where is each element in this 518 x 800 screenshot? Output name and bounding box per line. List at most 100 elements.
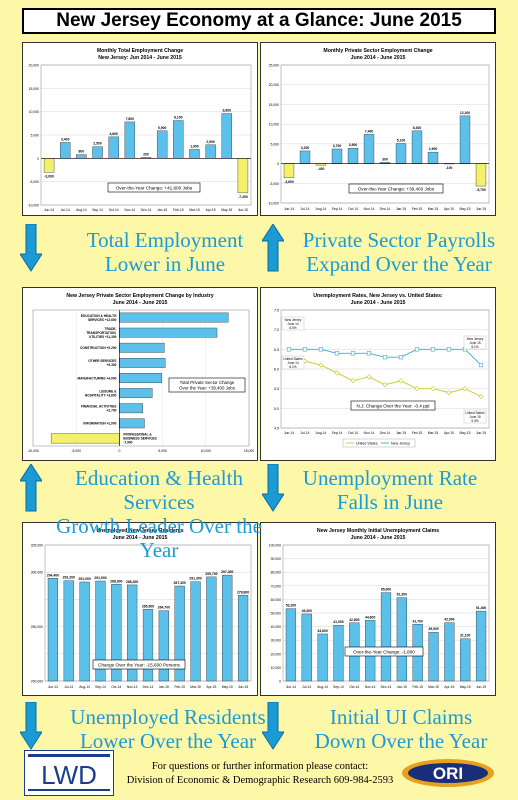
point-label-box — [281, 355, 305, 370]
x-tick-label: Aug-14 — [316, 207, 327, 211]
y-tick-label: 5,000 — [271, 142, 280, 146]
x-tick-label: -5,000 — [71, 449, 81, 453]
caption-line: Down Over the Year — [314, 729, 488, 753]
y-tick-label: 20,000 — [271, 652, 281, 656]
data-label: 3,200 — [301, 146, 310, 150]
plot-area — [280, 309, 490, 429]
point-label-box — [463, 335, 487, 350]
y-tick-label: 15,000 — [29, 87, 39, 91]
data-point — [334, 351, 340, 356]
data-point — [350, 351, 356, 356]
x-tick-label: Feb-15 — [412, 207, 423, 211]
bar — [363, 134, 375, 164]
data-point — [382, 382, 388, 388]
data-point — [398, 355, 404, 360]
x-tick-label: Jan-15 — [157, 208, 167, 212]
y-tick-label: 325,000 — [31, 544, 43, 548]
x-tick-label: Dec-14 — [141, 208, 152, 212]
ori-logo: ORI — [400, 752, 496, 794]
data-label: 44,600 — [365, 615, 375, 619]
x-tick-label: Mar-15 — [428, 685, 439, 689]
bar — [47, 578, 59, 682]
y-tick-label: 7.5 — [274, 309, 279, 313]
category-label: INFORMATION +2,900 — [83, 422, 116, 426]
bar — [158, 610, 169, 682]
bar — [459, 115, 471, 164]
bar — [174, 585, 185, 682]
bar — [119, 342, 165, 353]
bar — [76, 154, 87, 159]
bar — [108, 136, 119, 159]
chart-title: Monthly Total Employment Change — [97, 48, 183, 54]
caption-initial-claims: Initial UI Claims Down Over the Year — [296, 705, 506, 753]
x-tick-label: -10,000 — [27, 449, 39, 453]
x-tick-label: Sep-14 — [92, 208, 103, 212]
annotation-box — [350, 400, 436, 411]
bar — [317, 633, 328, 682]
category-label: OTHER SERVICES +5,300 — [88, 359, 116, 367]
data-point — [318, 347, 324, 352]
y-tick-label: 250,000 — [31, 625, 43, 629]
data-label: 3,400 — [61, 137, 70, 141]
point-label: 6.1% — [289, 365, 296, 369]
annotation-box — [92, 659, 186, 670]
category-label: MANUFACTURING +4,900 — [78, 376, 117, 380]
x-tick-label: Jun-15 — [238, 685, 248, 689]
y-tick-label: 20,000 — [29, 64, 39, 68]
bar — [301, 613, 312, 682]
data-label: 295,700 — [205, 572, 217, 576]
bar — [173, 120, 184, 159]
bar — [124, 121, 136, 159]
bar — [396, 597, 407, 682]
x-tick-label: Feb-15 — [173, 208, 184, 212]
data-label: 294,400 — [47, 573, 59, 577]
data-label: 51,400 — [476, 606, 486, 610]
chart-panel-industry: New Jersey Private Sector Employment Cha… — [22, 287, 258, 461]
x-tick-label: Aug-14 — [316, 431, 327, 435]
y-tick-label: 0 — [37, 157, 39, 161]
y-tick-label: 6.5 — [274, 348, 279, 352]
chart-subtitle: New Jersey: Jun 2014 - June 2015 — [98, 55, 182, 61]
x-tick-label: Jun-14 — [284, 431, 294, 435]
chart-subtitle: June 2014 - June 2015 — [113, 300, 168, 306]
data-label: 12,100 — [460, 111, 470, 115]
caption-line: Total Employment — [86, 228, 244, 252]
bar — [299, 150, 311, 164]
y-tick-label: 25,000 — [269, 64, 279, 68]
plot-area — [40, 64, 252, 206]
annotation: Change Over the Year: -15,600 Persons — [98, 662, 180, 667]
chart-title: Unemployment Rates, New Jersey vs. Unite… — [313, 293, 443, 299]
lwd-logo: LWD — [24, 750, 114, 796]
bar — [237, 158, 249, 194]
x-tick-label: Jan-15 — [397, 685, 407, 689]
series-line — [288, 360, 482, 397]
arrow-up-icon — [262, 224, 284, 272]
x-tick-label: Jun-14 — [286, 685, 296, 689]
bar — [237, 595, 249, 682]
data-label: 42,800 — [349, 618, 359, 622]
x-tick-label: May-15 — [460, 685, 471, 689]
x-tick-label: Jul-14 — [61, 208, 70, 212]
bar — [79, 581, 90, 682]
x-tick-label: Jun-15 — [476, 685, 486, 689]
point-label: United States — [465, 411, 485, 415]
bar — [221, 113, 232, 159]
y-tick-label: 300,000 — [31, 571, 43, 575]
data-point — [430, 386, 436, 392]
data-label: 2,900 — [206, 140, 215, 144]
y-tick-label: 80,000 — [271, 571, 281, 575]
x-tick-label: Feb-15 — [174, 685, 185, 689]
point-label: 6.1% — [471, 345, 478, 349]
x-tick-label: Dec-14 — [381, 685, 392, 689]
y-tick-label: 70,000 — [271, 584, 281, 588]
x-tick-label: Jun-15 — [476, 207, 486, 211]
caption-private-payrolls: Private Sector Payrolls Expand Over the … — [290, 228, 508, 276]
x-tick-label: Feb-15 — [412, 685, 423, 689]
y-tick-label: 90,000 — [271, 557, 281, 561]
caption-line: Lower Over the Year — [79, 729, 257, 753]
bar — [283, 163, 295, 178]
y-tick-label: 10,000 — [29, 110, 39, 114]
arrow-up-icon — [20, 464, 42, 512]
caption-education-health: Education & Health Services Growth Leade… — [44, 466, 274, 562]
